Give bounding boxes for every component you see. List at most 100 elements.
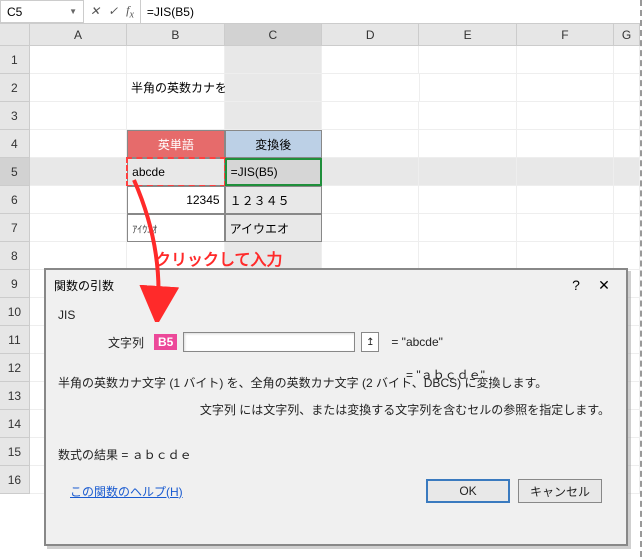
cell[interactable]: 半角の英数カナを全角に変換 [127, 74, 225, 102]
cell[interactable] [517, 46, 614, 74]
grid-row: 6 12345 １２３４５ [0, 186, 640, 214]
cell[interactable] [420, 74, 517, 102]
cell[interactable] [517, 242, 614, 270]
row-header[interactable]: 8 [0, 242, 30, 270]
formula-result: 数式の結果 = ａｂｃｄｅ [58, 446, 614, 463]
range-selector-icon[interactable]: ↥ [361, 332, 379, 352]
cell[interactable] [419, 130, 516, 158]
row-header[interactable]: 10 [0, 298, 30, 326]
cell[interactable] [517, 214, 614, 242]
col-header[interactable]: F [517, 24, 614, 46]
row-header[interactable]: 9 [0, 270, 30, 298]
cell[interactable] [614, 74, 640, 102]
col-header[interactable]: D [322, 24, 419, 46]
fx-icon[interactable]: fx [126, 3, 134, 20]
argument-label: 文字列 [98, 334, 148, 351]
row-header[interactable]: 4 [0, 130, 30, 158]
grid-row: 3 [0, 102, 640, 130]
row-header[interactable]: 14 [0, 410, 30, 438]
cell[interactable] [614, 102, 640, 130]
cell[interactable] [517, 74, 614, 102]
row-header[interactable]: 5 [0, 158, 30, 186]
cell[interactable] [614, 242, 640, 270]
col-header[interactable]: C [225, 24, 322, 46]
row-header[interactable]: 1 [0, 46, 30, 74]
formula-input[interactable]: =JIS(B5) [140, 0, 640, 23]
row-header[interactable]: 13 [0, 382, 30, 410]
cell[interactable] [322, 186, 419, 214]
cell-c5-selected[interactable]: =JIS(B5) [225, 158, 322, 186]
cell[interactable] [517, 186, 614, 214]
cell[interactable] [30, 74, 127, 102]
cell[interactable] [614, 46, 640, 74]
cell[interactable] [30, 242, 127, 270]
cell[interactable]: ｱｲｳｴｵ [127, 214, 224, 242]
cell[interactable] [419, 46, 516, 74]
cancel-icon[interactable]: ✕ [90, 4, 100, 19]
row-header[interactable]: 2 [0, 74, 30, 102]
grid-row: 5 abcde =JIS(B5) [0, 158, 640, 186]
cell[interactable] [322, 102, 419, 130]
row-header[interactable]: 7 [0, 214, 30, 242]
cancel-button[interactable]: キャンセル [518, 479, 602, 503]
cell[interactable] [322, 130, 419, 158]
col-header[interactable]: B [127, 24, 224, 46]
row-header[interactable]: 15 [0, 438, 30, 466]
ok-button[interactable]: OK [426, 479, 510, 503]
cell[interactable] [225, 46, 322, 74]
row-header[interactable]: 16 [0, 466, 30, 494]
cell[interactable] [419, 102, 516, 130]
argument-input[interactable] [183, 332, 355, 352]
col-header[interactable]: A [30, 24, 127, 46]
close-icon[interactable]: ✕ [590, 277, 618, 294]
grid-row: 7 ｱｲｳｴｵ アイウエオ [0, 214, 640, 242]
row-header[interactable]: 12 [0, 354, 30, 382]
cell[interactable] [127, 46, 224, 74]
dialog-titlebar[interactable]: 関数の引数 ? ✕ [46, 270, 626, 300]
cell[interactable] [322, 242, 419, 270]
cell[interactable] [614, 186, 640, 214]
cell-b5[interactable]: abcde [127, 158, 224, 186]
cell[interactable] [30, 214, 127, 242]
cell[interactable]: アイウエオ [225, 214, 322, 242]
cell[interactable] [30, 130, 127, 158]
name-box[interactable]: C5 ▼ [0, 0, 84, 23]
cell[interactable] [322, 74, 419, 102]
col-header[interactable]: G [614, 24, 640, 46]
row-header[interactable]: 3 [0, 102, 30, 130]
table-header[interactable]: 変換後 [225, 130, 322, 158]
function-result-preview: = "ａｂｃｄｅ" [406, 366, 485, 383]
cell[interactable] [614, 214, 640, 242]
cell[interactable] [30, 158, 127, 186]
row-header[interactable]: 11 [0, 326, 30, 354]
help-link[interactable]: この関数のヘルプ(H) [70, 483, 183, 500]
cell[interactable] [614, 130, 640, 158]
cell[interactable] [419, 186, 516, 214]
row-header[interactable]: 6 [0, 186, 30, 214]
select-all-corner[interactable] [0, 24, 30, 46]
cell[interactable] [614, 158, 640, 186]
help-icon[interactable]: ? [562, 277, 590, 293]
cell[interactable] [30, 186, 127, 214]
table-header[interactable]: 英単語 [127, 130, 224, 158]
cell[interactable] [30, 46, 127, 74]
cell[interactable] [322, 46, 419, 74]
confirm-icon[interactable]: ✓ [108, 4, 118, 19]
cell[interactable] [225, 74, 322, 102]
cell[interactable] [517, 158, 614, 186]
cell[interactable] [30, 102, 127, 130]
cell[interactable] [322, 158, 419, 186]
cell[interactable] [225, 102, 322, 130]
cell[interactable] [127, 102, 224, 130]
cell[interactable] [419, 242, 516, 270]
cell[interactable] [419, 214, 516, 242]
cell[interactable] [419, 158, 516, 186]
dialog-title: 関数の引数 [54, 277, 114, 294]
cell[interactable] [322, 214, 419, 242]
cell[interactable]: 12345 [127, 186, 224, 214]
cell[interactable] [517, 130, 614, 158]
col-header[interactable]: E [419, 24, 516, 46]
chevron-down-icon[interactable]: ▼ [69, 7, 77, 16]
cell[interactable]: １２３４５ [225, 186, 322, 214]
cell[interactable] [517, 102, 614, 130]
